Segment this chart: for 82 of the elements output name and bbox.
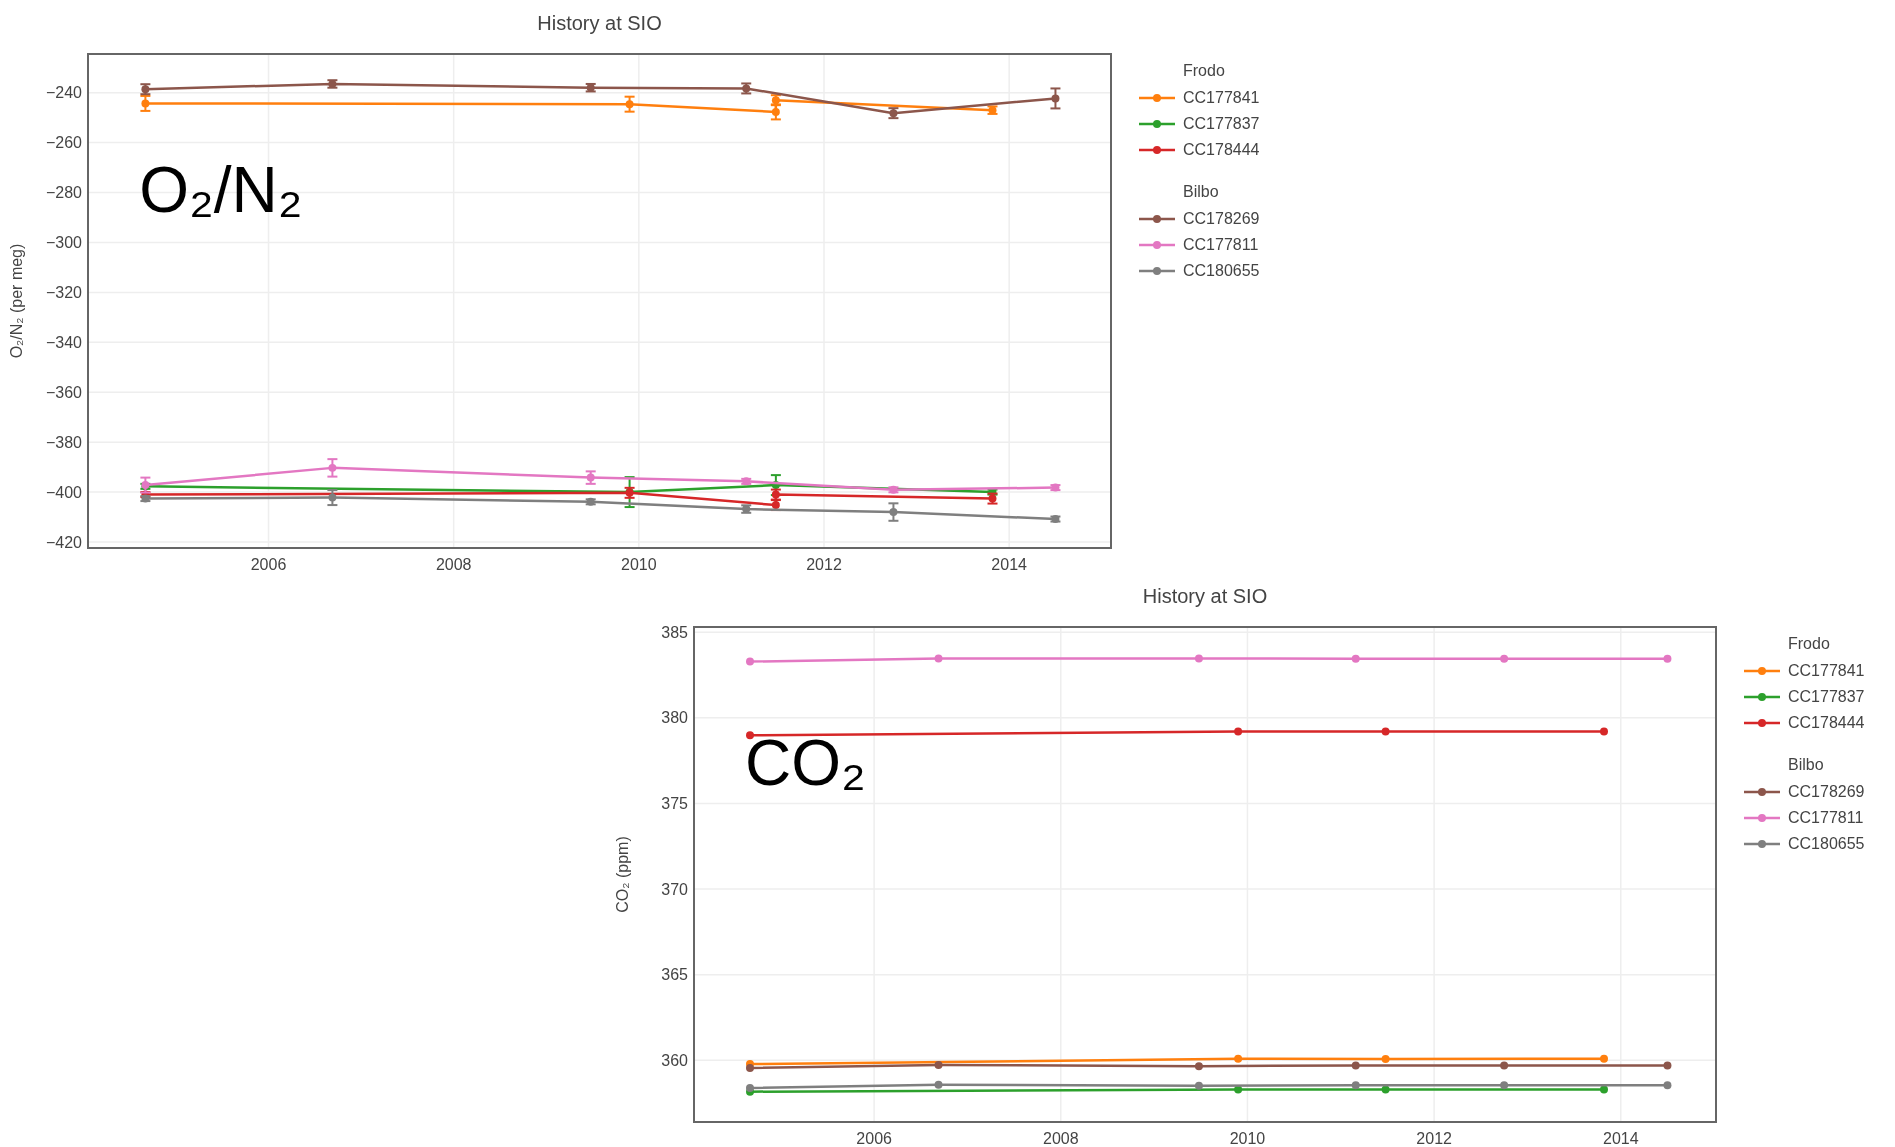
point bbox=[934, 1080, 943, 1089]
annotation: O₂/N₂ bbox=[139, 154, 303, 227]
point bbox=[328, 463, 337, 472]
y-tick-label: −280 bbox=[45, 184, 83, 202]
legend-label: CC178444 bbox=[1788, 714, 1865, 731]
legend-label: CC177811 bbox=[1183, 236, 1259, 253]
annotation: CO₂ bbox=[745, 727, 866, 800]
y-tick-label: −360 bbox=[45, 383, 83, 401]
point bbox=[1663, 1061, 1672, 1070]
text: Bilbo bbox=[1183, 183, 1219, 200]
y-tick-label: −240 bbox=[45, 84, 83, 102]
point bbox=[1381, 1054, 1390, 1063]
chart-title: History at SIO bbox=[1142, 585, 1268, 607]
legend-label: CC178444 bbox=[1183, 141, 1260, 158]
y-tick-label: −420 bbox=[45, 533, 83, 551]
x-tick-label: 2012 bbox=[806, 556, 842, 573]
y-axis-title: CO₂ (ppm) bbox=[614, 836, 631, 913]
point bbox=[1600, 1085, 1608, 1094]
point bbox=[1194, 1081, 1203, 1090]
point bbox=[1351, 1081, 1360, 1090]
point bbox=[1194, 1062, 1203, 1071]
point bbox=[141, 99, 150, 108]
point bbox=[1500, 1061, 1509, 1070]
legend-label: CC177841 bbox=[1183, 89, 1260, 106]
x-tick-label: 2008 bbox=[435, 556, 472, 573]
y-tick-label: 365 bbox=[661, 966, 689, 984]
text: Bilbo bbox=[1788, 756, 1824, 773]
legend-label: CC177841 bbox=[1788, 662, 1865, 679]
y-tick-label: −320 bbox=[45, 283, 83, 301]
point bbox=[1351, 1061, 1360, 1070]
point bbox=[934, 654, 943, 663]
legend-label: CC180655 bbox=[1788, 835, 1865, 852]
legend-label: CC177837 bbox=[1183, 115, 1260, 132]
point bbox=[1351, 654, 1360, 663]
point bbox=[746, 731, 754, 740]
x-tick-label: 2006 bbox=[250, 556, 287, 573]
point bbox=[1500, 654, 1509, 663]
y-tick-label: −260 bbox=[45, 134, 83, 152]
point bbox=[1381, 1085, 1390, 1094]
y-tick-label: −300 bbox=[45, 234, 83, 252]
point bbox=[1663, 1081, 1672, 1090]
y-tick-label: −400 bbox=[45, 483, 83, 501]
x-tick-label: 2014 bbox=[991, 556, 1028, 573]
point bbox=[328, 493, 337, 502]
point bbox=[1234, 727, 1243, 736]
point bbox=[1500, 1081, 1509, 1090]
point bbox=[1600, 727, 1608, 736]
x-tick-label: 2010 bbox=[621, 556, 657, 573]
y-tick-label: −380 bbox=[45, 433, 83, 451]
x-tick-label: 2010 bbox=[1229, 1130, 1266, 1147]
legend-label: CC180655 bbox=[1183, 262, 1260, 279]
legend-label: CC177837 bbox=[1788, 688, 1865, 705]
x-tick-label: 2012 bbox=[1416, 1130, 1453, 1147]
y-tick-label: 370 bbox=[661, 880, 689, 898]
x-tick-label: 2014 bbox=[1603, 1130, 1639, 1147]
y-tick-label: 385 bbox=[661, 623, 689, 641]
x-tick-label: 2008 bbox=[1043, 1130, 1079, 1147]
point bbox=[934, 1060, 943, 1069]
x-tick-label: 2006 bbox=[856, 1130, 893, 1147]
point bbox=[889, 508, 898, 517]
point bbox=[625, 100, 634, 109]
legend-label: CC177811 bbox=[1788, 809, 1864, 826]
point bbox=[1194, 654, 1203, 663]
legend-label: CC178269 bbox=[1788, 783, 1865, 800]
chart-title: History at SIO bbox=[537, 12, 662, 34]
text: Frodo bbox=[1788, 635, 1830, 652]
point bbox=[1234, 1054, 1243, 1063]
y-tick-label: 375 bbox=[661, 795, 689, 813]
legend-label: CC178269 bbox=[1183, 210, 1260, 227]
point bbox=[1600, 1054, 1608, 1063]
y-tick-label: −340 bbox=[45, 333, 83, 351]
text: Frodo bbox=[1183, 62, 1225, 79]
point bbox=[1663, 654, 1672, 663]
y-tick-label: 360 bbox=[661, 1051, 689, 1069]
y-axis-title: O₂/N₂ (per meg) bbox=[8, 243, 25, 359]
point bbox=[771, 107, 780, 116]
point bbox=[746, 657, 754, 666]
y-tick-label: 380 bbox=[661, 709, 689, 727]
point bbox=[1051, 94, 1060, 103]
point bbox=[746, 1083, 754, 1092]
point bbox=[1381, 727, 1390, 736]
point bbox=[746, 1064, 754, 1073]
